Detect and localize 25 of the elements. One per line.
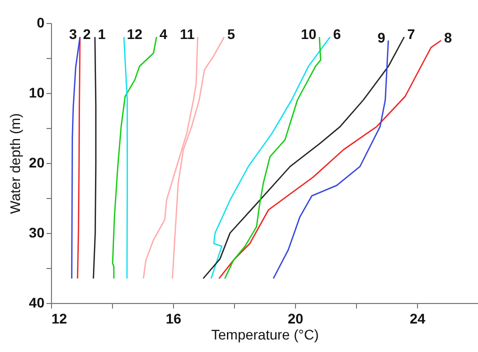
line-series <box>92 36 96 280</box>
series-label: 8 <box>444 30 452 46</box>
y-tick-label: 40 <box>28 294 45 310</box>
series-label: 7 <box>407 26 416 42</box>
series-label: 6 <box>333 26 342 42</box>
y-axis-title: Water depth (m) <box>6 113 23 214</box>
x-tick-label: 16 <box>166 310 182 326</box>
series-label: 11 <box>180 26 195 42</box>
x-axis-title: Temperature (°C) <box>211 326 319 342</box>
series-label: 1 <box>98 26 106 42</box>
line-series <box>123 36 128 280</box>
series-label: 3 <box>69 26 78 42</box>
y-tick-label: 30 <box>28 224 45 240</box>
series-label: 10 <box>300 26 317 42</box>
series-label: 2 <box>82 26 91 42</box>
series-label: 9 <box>378 30 386 46</box>
y-tick-label: 20 <box>28 154 45 170</box>
series-label: 12 <box>126 26 143 42</box>
y-tick-label: 10 <box>28 84 45 100</box>
series-label: 5 <box>227 26 236 42</box>
x-tick-label: 24 <box>410 310 426 326</box>
series-label: 4 <box>160 26 168 42</box>
x-tick-label: 20 <box>288 310 304 326</box>
y-tick-label: 0 <box>36 14 45 30</box>
x-tick-label: 12 <box>52 310 68 326</box>
